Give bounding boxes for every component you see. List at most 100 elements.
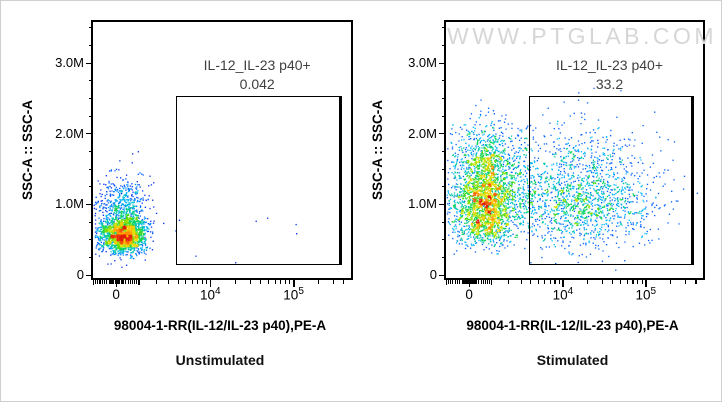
tick-mark bbox=[122, 280, 125, 284]
tick-mark bbox=[101, 280, 103, 284]
tick-mark bbox=[268, 280, 270, 284]
tick-mark bbox=[466, 280, 468, 284]
x-tick-label: 104 bbox=[552, 286, 574, 303]
tick-mark bbox=[113, 280, 115, 284]
tick-mark bbox=[612, 280, 614, 284]
tick-mark bbox=[86, 62, 93, 64]
tick-mark bbox=[89, 239, 93, 241]
tick-mark bbox=[508, 280, 510, 284]
tick-mark bbox=[469, 280, 471, 284]
tick-mark bbox=[115, 280, 118, 287]
y-axis-title: SSC-A :: SSC-A bbox=[20, 100, 35, 200]
tick-mark bbox=[89, 168, 93, 170]
tick-mark bbox=[209, 280, 212, 287]
tick-mark bbox=[293, 280, 295, 287]
y-tick-label: 0 bbox=[76, 267, 84, 282]
tick-mark bbox=[89, 44, 93, 46]
tick-mark bbox=[462, 280, 464, 284]
x-axis-title: 98004-1-RR(IL-12/IL-23 p40),PE-A bbox=[113, 318, 327, 333]
y-tick-label: 1.0M bbox=[408, 196, 437, 212]
tick-mark bbox=[112, 280, 114, 284]
tick-mark bbox=[549, 280, 551, 284]
y-tick-label: 2.0M bbox=[55, 125, 84, 141]
tick-mark bbox=[201, 280, 203, 284]
tick-mark bbox=[89, 150, 93, 152]
tick-mark bbox=[106, 280, 108, 284]
tick-mark bbox=[109, 280, 111, 284]
tick-mark bbox=[177, 280, 179, 284]
tick-mark bbox=[197, 280, 199, 284]
tick-mark bbox=[118, 280, 120, 284]
gate-percent: 33.2 bbox=[595, 76, 624, 92]
tick-mark bbox=[480, 280, 482, 284]
tick-mark bbox=[601, 280, 604, 284]
tick-mark bbox=[116, 280, 119, 284]
tick-mark bbox=[459, 280, 461, 284]
tick-mark bbox=[108, 280, 110, 284]
tick-mark bbox=[442, 221, 446, 223]
tick-mark bbox=[89, 115, 93, 117]
tick-mark bbox=[127, 280, 129, 284]
ptglab-watermark: WWW.PTGLAB.COM bbox=[447, 23, 718, 49]
gate-name: IL-12_IL-23 p40+ bbox=[203, 57, 311, 73]
gate-rect[interactable] bbox=[529, 96, 694, 265]
tick-mark bbox=[472, 280, 474, 284]
tick-mark bbox=[475, 280, 477, 284]
tick-mark bbox=[168, 280, 170, 284]
tick-mark bbox=[484, 280, 487, 284]
tick-mark bbox=[234, 280, 236, 284]
tick-mark bbox=[461, 280, 463, 284]
tick-mark bbox=[554, 280, 556, 284]
tick-mark bbox=[465, 280, 467, 284]
gate-label: IL-12_IL-23 p40+ 0.042 bbox=[147, 56, 367, 94]
tick-mark bbox=[626, 280, 629, 284]
tick-mark bbox=[318, 280, 320, 284]
tick-mark bbox=[637, 280, 639, 284]
tick-mark bbox=[249, 280, 251, 284]
tick-mark bbox=[473, 280, 475, 284]
x-tick-label: 0 bbox=[112, 287, 120, 302]
y-axis-title: SSC-A :: SSC-A bbox=[370, 100, 385, 200]
tick-mark bbox=[185, 280, 187, 284]
tick-mark bbox=[695, 280, 697, 284]
gate-percent: 0.042 bbox=[239, 76, 275, 92]
tick-mark bbox=[641, 280, 643, 284]
tick-mark bbox=[89, 97, 93, 99]
tick-mark bbox=[86, 133, 93, 135]
tick-mark bbox=[439, 62, 446, 64]
tick-mark bbox=[471, 280, 473, 284]
tick-mark bbox=[456, 280, 458, 284]
tick-mark bbox=[99, 280, 101, 284]
tick-mark bbox=[558, 280, 560, 284]
tick-mark bbox=[487, 280, 489, 284]
tick-mark bbox=[645, 280, 647, 287]
y-tick-label: 3.0M bbox=[408, 55, 437, 70]
tick-mark bbox=[86, 274, 93, 276]
tick-mark bbox=[442, 168, 446, 170]
gate-name: IL-12_IL-23 p40+ bbox=[555, 57, 664, 73]
x-tick-label: 104 bbox=[200, 286, 221, 303]
tick-mark bbox=[468, 280, 471, 287]
tick-mark bbox=[530, 280, 532, 284]
tick-mark bbox=[439, 133, 446, 135]
tick-mark bbox=[491, 280, 493, 285]
tick-mark bbox=[332, 280, 335, 284]
tick-mark bbox=[442, 80, 446, 82]
tick-mark bbox=[191, 280, 193, 284]
panel-title: Unstimulated bbox=[175, 352, 265, 368]
tick-mark bbox=[446, 280, 448, 285]
tick-mark bbox=[442, 97, 446, 99]
tick-mark bbox=[620, 280, 622, 284]
gate-rect[interactable] bbox=[176, 96, 342, 265]
tick-mark bbox=[114, 280, 116, 284]
tick-mark bbox=[482, 280, 484, 284]
tick-mark bbox=[129, 280, 132, 284]
gate-label: IL-12_IL-23 p40+ 33.2 bbox=[500, 56, 720, 94]
tick-mark bbox=[110, 280, 113, 284]
tick-mark bbox=[450, 280, 452, 284]
tick-mark bbox=[478, 280, 480, 284]
tick-mark bbox=[474, 280, 476, 284]
tick-mark bbox=[259, 280, 262, 284]
tick-mark bbox=[670, 280, 672, 284]
